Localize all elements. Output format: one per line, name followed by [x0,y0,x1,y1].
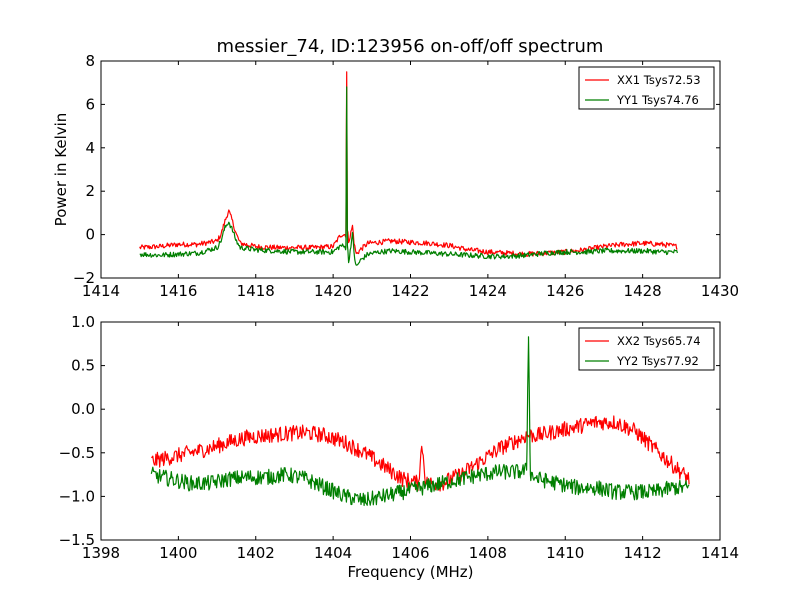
y-tick-label: −1.5 [59,531,95,549]
y-axis-label: Power in Kelvin [52,113,70,227]
series-group [150,336,690,507]
legend-label: XX2 Tsys65.74 [617,334,701,348]
x-tick-label: 1416 [159,282,197,300]
x-tick-label: 1422 [391,282,429,300]
series-group [139,71,678,266]
top-panel: 1414 1416 1418 1420 1422 1424 1426 1428 1430 −2 0 2… [52,52,739,300]
x-tick-label: 1398 [82,544,120,562]
legend: XX1 Tsys72.53 YY1 Tsys74.76 [578,66,715,110]
x-tick-label: 1414 [82,282,120,300]
x-tick-label: 1404 [314,544,352,562]
x-tick-label: 1428 [624,282,662,300]
x-tick-label: 1418 [237,282,275,300]
series-line-xx-1 [150,415,690,492]
legend: XX2 Tsys65.74 YY2 Tsys77.92 [578,327,715,371]
y-tick-label: −0.5 [59,444,95,462]
y-tick-label: −2 [73,269,95,287]
x-tick-label: 1406 [391,544,429,562]
series-line-yy-1 [150,336,690,507]
x-tick-label: 1430 [701,282,739,300]
x-tick-label: 1420 [314,282,352,300]
legend-label: YY2 Tsys77.92 [616,354,699,368]
y-tick-label: 6 [85,95,95,113]
y-tick-label: 2 [85,182,95,200]
x-tick-label: 1424 [469,282,507,300]
y-tick-label: −1.0 [59,487,95,505]
legend-label: XX1 Tsys72.53 [617,73,701,87]
legend-box [578,66,715,110]
figure-title: messier_74, ID:123956 on-off/off spectru… [217,36,604,57]
x-tick-label: 1408 [469,544,507,562]
y-tick-label: 0.0 [71,400,95,418]
legend-label: YY1 Tsys74.76 [616,93,699,107]
y-tick-label: 8 [85,52,95,70]
legend-box [578,327,715,371]
bottom-panel: 1398 1400 1402 1404 1406 1408 1410 1412 1414 −1.5… [59,313,740,581]
series-line-yy-0 [139,86,678,266]
y-tick-label: 4 [85,139,95,157]
y-tick-label: 1.0 [71,313,95,331]
y-tick-label: 0 [85,226,95,244]
x-tick-label: 1426 [546,282,584,300]
x-axis-label: Frequency (MHz) [347,563,473,581]
x-tick-label: 1410 [546,544,584,562]
x-tick-label: 1412 [624,544,662,562]
y-tick-label: 0.5 [71,357,95,375]
x-tick-label: 1402 [237,544,275,562]
x-tick-label: 1414 [701,544,739,562]
x-tick-label: 1400 [159,544,197,562]
